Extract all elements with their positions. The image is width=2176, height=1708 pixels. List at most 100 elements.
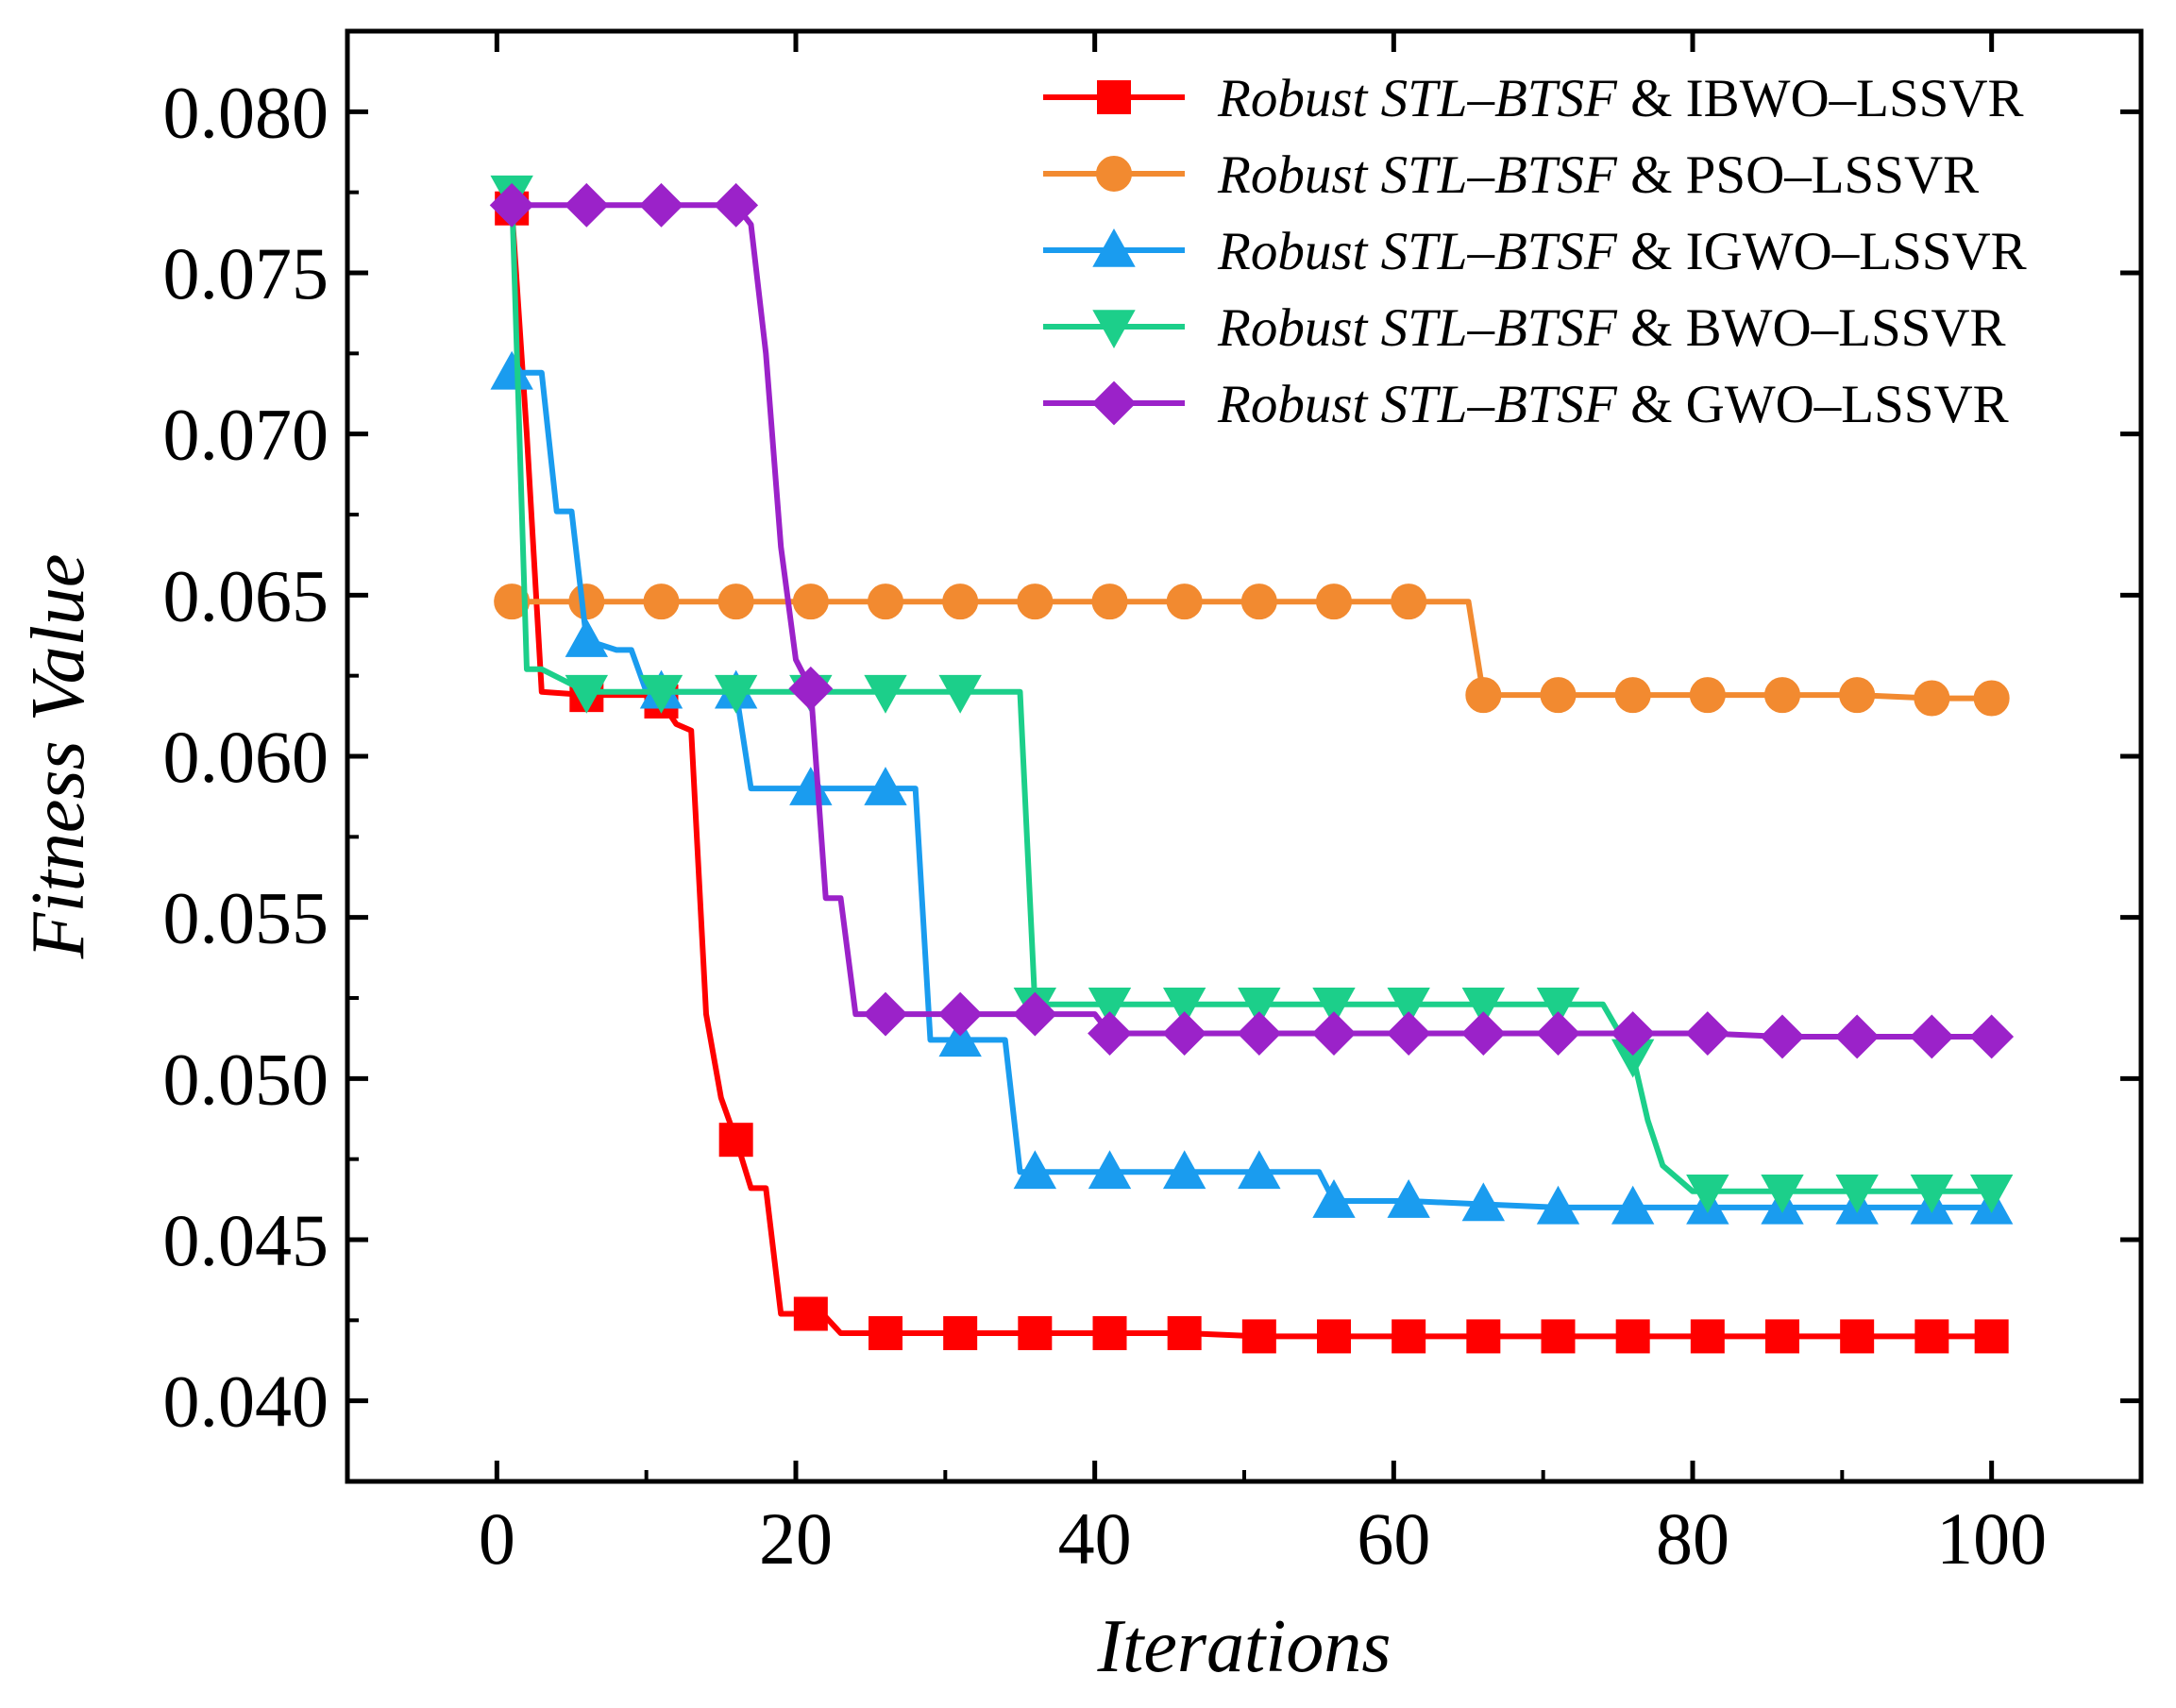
- data-point: [1017, 583, 1054, 620]
- data-point: [864, 674, 907, 714]
- data-point: [1909, 1014, 1954, 1059]
- y-tick-label: 0.080: [163, 71, 329, 153]
- data-point: [1386, 1011, 1431, 1056]
- data-point: [1237, 1011, 1282, 1056]
- data-point: [1311, 1011, 1357, 1056]
- data-point: [1387, 1178, 1430, 1218]
- data-point: [1969, 1014, 2015, 1059]
- data-point: [565, 674, 609, 714]
- data-point: [1312, 1178, 1356, 1218]
- y-tick-label: 0.055: [163, 877, 329, 959]
- data-point: [1238, 1150, 1281, 1190]
- y-tick-label: 0.065: [163, 554, 329, 636]
- data-point: [938, 1018, 982, 1057]
- data-point: [1466, 1319, 1501, 1354]
- series-layer: [489, 175, 2015, 1354]
- data-point: [639, 182, 683, 228]
- x-tick-label: 100: [1936, 1497, 2047, 1580]
- data-point: [1162, 1150, 1206, 1190]
- data-point: [868, 583, 903, 620]
- legend-marker: [1092, 228, 1136, 267]
- data-point: [1541, 1319, 1576, 1354]
- data-point: [1162, 988, 1206, 1026]
- legend-label: Robust STL–BTSF & PSO–LSSVR: [1217, 145, 1979, 205]
- x-axis-title: Iterations: [1096, 1605, 1391, 1688]
- data-point: [565, 618, 609, 657]
- y-axis-title: Fitness Value: [17, 554, 100, 960]
- legend-marker: [1097, 80, 1131, 114]
- data-point: [1615, 1319, 1650, 1354]
- data-point: [942, 583, 979, 620]
- legend-marker: [1096, 156, 1132, 192]
- data-point: [1240, 583, 1277, 620]
- data-point: [568, 583, 605, 620]
- series-line: [512, 599, 1992, 702]
- data-point: [937, 991, 983, 1037]
- data-point: [1088, 1150, 1132, 1190]
- data-point: [792, 583, 829, 620]
- data-point: [489, 182, 534, 228]
- axis-ticks: 0 20 40 60 80 100 0.040 0.045 0.050 0.055 0.060 0.0…: [163, 31, 2141, 1580]
- data-point: [1686, 1175, 1729, 1213]
- data-point: [1974, 1319, 2009, 1354]
- data-point: [1764, 677, 1800, 714]
- legend: Robust STL–BTSF & IBWO–LSSVR Robust STL–B…: [1043, 69, 2027, 434]
- data-point: [1312, 988, 1356, 1026]
- x-tick-label: 80: [1656, 1497, 1729, 1580]
- series-pso-lssvr: [494, 583, 2010, 717]
- legend-marker: [1092, 310, 1136, 349]
- data-point: [1317, 1319, 1351, 1354]
- data-point: [490, 350, 533, 390]
- data-point: [1013, 1150, 1057, 1190]
- data-point: [1835, 1175, 1879, 1213]
- data-point: [564, 182, 609, 228]
- data-point: [1167, 1315, 1202, 1350]
- data-point: [1536, 1011, 1580, 1056]
- data-point: [1536, 988, 1580, 1026]
- data-point: [718, 1123, 753, 1158]
- data-point: [1834, 1014, 1880, 1059]
- data-point: [1091, 583, 1128, 620]
- data-point: [1840, 1319, 1875, 1354]
- data-point: [1536, 1185, 1580, 1225]
- data-point: [1460, 1011, 1506, 1056]
- data-point: [1915, 1319, 1949, 1354]
- data-point: [1914, 680, 1950, 717]
- data-point: [869, 1315, 902, 1350]
- data-point: [1760, 1014, 1805, 1059]
- data-point: [643, 583, 680, 620]
- legend-marker: [1091, 380, 1137, 426]
- legend-item: Robust STL–BTSF & IGWO–LSSVR: [1043, 222, 2027, 281]
- data-point: [1392, 1319, 1426, 1354]
- data-point: [1839, 677, 1876, 714]
- data-point: [717, 583, 754, 620]
- y-tick-label: 0.070: [163, 394, 329, 476]
- data-point: [1614, 677, 1651, 714]
- data-point: [1761, 1175, 1804, 1213]
- data-point: [1461, 1182, 1506, 1222]
- data-point: [863, 991, 908, 1037]
- data-point: [1316, 583, 1352, 620]
- y-tick-label: 0.045: [163, 1199, 329, 1281]
- data-point: [1241, 1319, 1276, 1354]
- legend-item: Robust STL–BTSF & IBWO–LSSVR: [1043, 69, 2024, 128]
- data-point: [1765, 1319, 1799, 1354]
- x-tick-label: 60: [1357, 1497, 1430, 1580]
- x-tick-label: 0: [479, 1497, 515, 1580]
- data-point: [1611, 1011, 1656, 1056]
- series-gwo-lssvr: [489, 182, 2015, 1059]
- data-point: [1092, 1315, 1127, 1350]
- data-point: [788, 666, 834, 711]
- data-point: [793, 1296, 828, 1331]
- y-tick-label: 0.050: [163, 1038, 329, 1120]
- legend-label: Robust STL–BTSF & IBWO–LSSVR: [1217, 69, 2024, 128]
- data-point: [714, 674, 758, 714]
- legend-label: Robust STL–BTSF & IGWO–LSSVR: [1217, 222, 2027, 281]
- legend-label: Robust STL–BTSF & BWO–LSSVR: [1217, 298, 2006, 358]
- data-point: [1685, 1011, 1730, 1056]
- plot-frame: [345, 28, 2144, 1484]
- data-point: [1162, 1011, 1207, 1056]
- data-point: [943, 1315, 978, 1350]
- data-point: [1973, 680, 2010, 717]
- series-line: [512, 369, 1992, 1210]
